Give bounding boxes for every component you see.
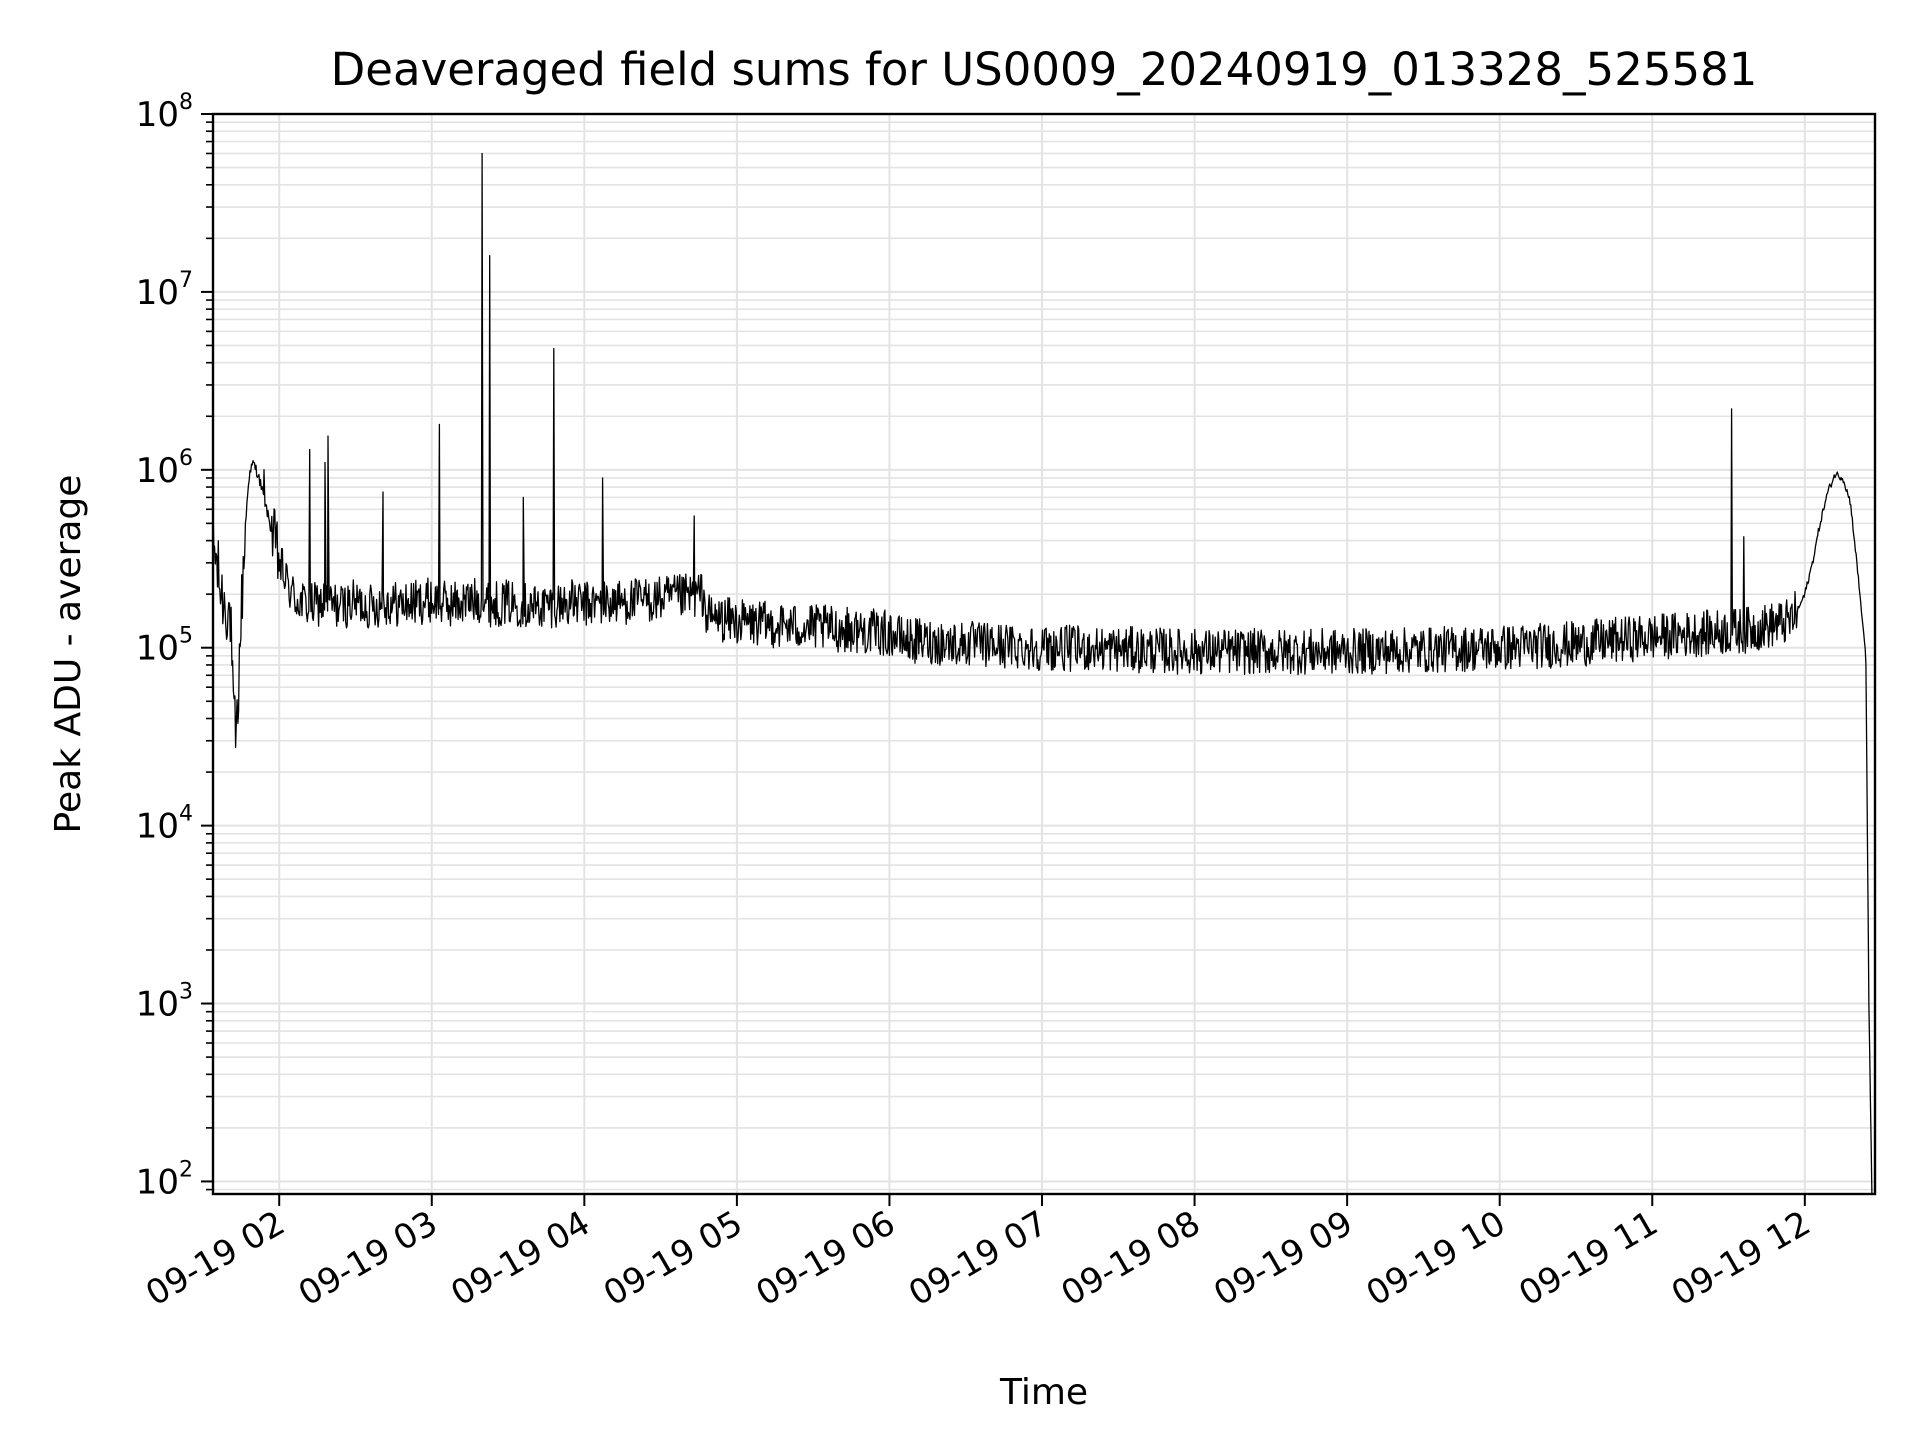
x-tick-label: 09-19 10 <box>1360 1203 1512 1314</box>
grid-layer <box>213 113 1875 1194</box>
x-tick-label: 09-19 11 <box>1512 1203 1664 1314</box>
x-tick-label: 09-19 03 <box>292 1203 444 1314</box>
plot-frame <box>211 112 1877 1196</box>
y-axis-label: Peak ADU - average <box>48 475 89 834</box>
x-tick-label: 09-19 05 <box>597 1203 749 1314</box>
x-tick-label: 09-19 04 <box>444 1203 596 1314</box>
x-tick-label: 09-19 06 <box>750 1203 902 1314</box>
x-tick-label: 09-19 09 <box>1207 1203 1359 1314</box>
y-tick-label: 107 <box>136 268 193 313</box>
x-tick-label: 09-19 12 <box>1665 1203 1817 1314</box>
y-tick-label: 106 <box>136 446 193 491</box>
x-tick-label: 09-19 07 <box>902 1203 1054 1314</box>
series-layer <box>212 152 1873 1195</box>
y-tick-label: 102 <box>136 1157 193 1202</box>
y-tick-label: 104 <box>136 802 193 847</box>
x-axis-label: Time <box>999 1372 1088 1413</box>
x-tick-label: 09-19 02 <box>139 1203 291 1314</box>
series-line <box>212 152 1873 1195</box>
y-tick-label: 103 <box>136 980 193 1025</box>
x-tick-label: 09-19 08 <box>1055 1203 1207 1314</box>
y-tick-label: 105 <box>136 624 193 669</box>
y-tick-label: 108 <box>136 90 193 135</box>
chart-title: Deaveraged field sums for US0009_2024091… <box>331 43 1758 96</box>
